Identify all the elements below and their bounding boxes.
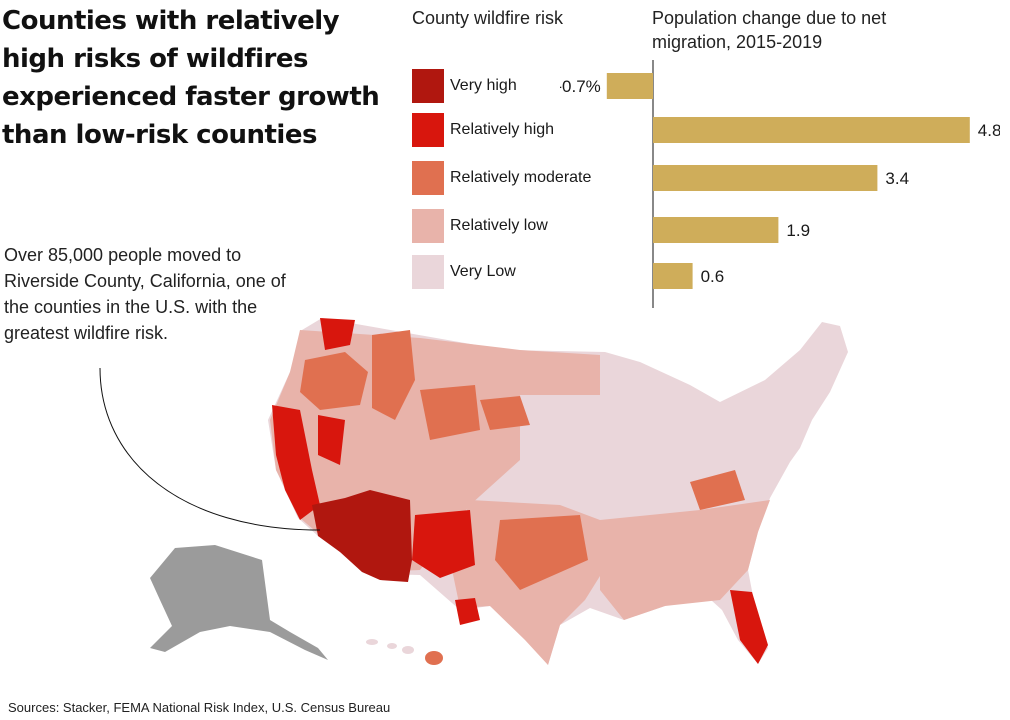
- moderate-cluster-appalachia: [690, 470, 745, 510]
- value-label-relatively-low: 1.9: [786, 221, 810, 240]
- swatch-relatively-high: [412, 113, 444, 147]
- high-cluster-westtexas: [455, 598, 480, 625]
- high-cluster-newmexico: [412, 510, 475, 578]
- us-county-risk-map: [99, 318, 848, 665]
- swatch-very-low: [412, 255, 444, 289]
- very-high-region-socal-arizona: [312, 490, 412, 582]
- headline: Counties with relatively high risks of w…: [2, 6, 380, 150]
- sources-note: Sources: Stacker, FEMA National Risk Ind…: [8, 700, 391, 715]
- swatch-relatively-low: [412, 209, 444, 243]
- legend-title: County wildfire risk: [412, 8, 564, 28]
- high-clusters: [272, 318, 768, 664]
- callout-leader-line: [99, 367, 321, 531]
- moderate-cluster-colorado: [420, 385, 480, 440]
- legend-label-very-high: Very high: [450, 77, 517, 94]
- bar-relatively-low: [653, 217, 779, 243]
- legend-swatch-very-low: [412, 255, 608, 289]
- value-label-very-low: 0.6: [701, 267, 725, 286]
- legend-swatch-relatively-moderate: [412, 161, 608, 195]
- high-cluster-florida: [730, 590, 768, 664]
- swatch-relatively-moderate: [412, 161, 444, 195]
- legend-label-relatively-moderate: Relatively moderate: [450, 169, 592, 186]
- moderate-cluster-southdakota: [480, 396, 530, 430]
- bar-relatively-high: [653, 117, 970, 143]
- migration-bar-chart: -0.7% 4.8 3.4 1.9 0.6: [560, 60, 1000, 308]
- hawaii-island-4: [425, 651, 443, 665]
- bars-group: -0.7% 4.8 3.4 1.9 0.6: [560, 60, 1000, 308]
- hawaii-island-3: [402, 646, 414, 654]
- riverside-callout: Over 85,000 people moved to Riverside Co…: [4, 245, 286, 343]
- hawaii-island-1: [366, 639, 378, 645]
- bar-very-high: [606, 73, 653, 99]
- hawaii-islands: [366, 639, 443, 665]
- moderate-cluster-oklahoma: [495, 515, 588, 590]
- legend-label-very-low: Very Low: [450, 263, 516, 280]
- chart-title: Population change due to net migration, …: [652, 8, 887, 52]
- high-cluster-nevada: [318, 415, 345, 465]
- legend-swatch-relatively-low: [412, 209, 608, 243]
- high-cluster-washington: [320, 318, 355, 350]
- alaska-shape: [150, 545, 328, 660]
- hawaii-island-2: [387, 643, 397, 649]
- value-label-relatively-high: 4.8: [978, 121, 1000, 140]
- legend-swatch-relatively-high: [412, 113, 608, 147]
- swatch-very-high: [412, 69, 444, 103]
- legend-label-relatively-high: Relatively high: [450, 121, 555, 138]
- moderate-cluster-idaho: [372, 330, 415, 420]
- moderate-clusters: [300, 330, 745, 590]
- value-label-very-high: -0.7%: [560, 77, 601, 96]
- legend-swatch-very-high: [412, 69, 608, 103]
- bar-relatively-moderate: [653, 165, 878, 191]
- moderate-cluster-oregon: [300, 352, 368, 410]
- legend-label-relatively-low: Relatively low: [450, 217, 548, 234]
- high-cluster-california: [272, 405, 320, 520]
- southeast-relatively-low-region: [600, 500, 770, 620]
- value-label-relatively-moderate: 3.4: [885, 169, 909, 188]
- bar-very-low: [653, 263, 693, 289]
